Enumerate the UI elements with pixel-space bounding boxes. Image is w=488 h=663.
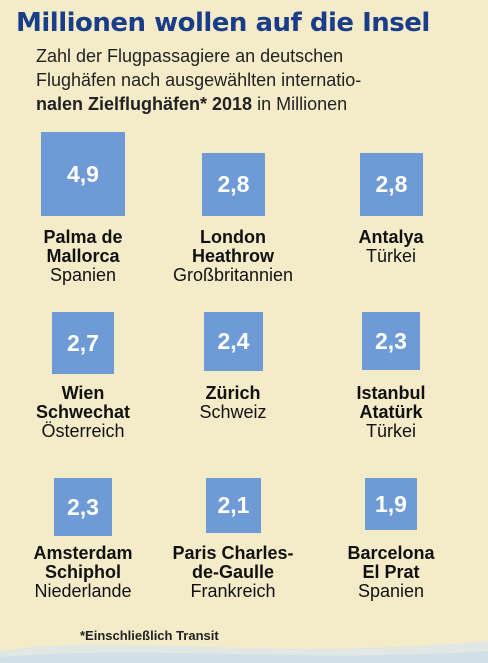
airport-country: Türkei (365, 246, 416, 266)
airport-country: Spanien (49, 265, 117, 285)
chart-subtitle: Zahl der Flugpassagiere an deutschen Flu… (36, 44, 476, 116)
airport-name-line-2: Schwechat (35, 402, 131, 422)
value-box: 2,3 (54, 478, 112, 536)
subtitle-line-1: Zahl der Flugpassagiere an deutschen (36, 46, 344, 66)
airport-name-line-1: Barcelona (347, 543, 435, 563)
airport-name-line-1: Palma de (43, 227, 123, 247)
airport-name-line-1: Paris Charles- (172, 543, 294, 563)
subtitle-line-2: Flughäfen nach ausgewählten internatio- (36, 70, 362, 90)
airport-name-line-1: Zürich (205, 383, 261, 403)
airport-country: Österreich (41, 421, 125, 441)
decorative-wave (0, 641, 488, 663)
airport-label: Paris Charles- de-Gaulle Frankreich (158, 544, 308, 601)
airport-country: Niederlande (34, 581, 132, 601)
airport-country: Schweiz (199, 402, 267, 422)
airport-label: Barcelona El Prat Spanien (316, 544, 466, 601)
airport-label: Istanbul Atatürk Türkei (316, 384, 466, 441)
airport-country: Spanien (357, 581, 425, 601)
airport-name-line-2: de-Gaulle (191, 562, 275, 582)
airport-name-line-1: Amsterdam (33, 543, 133, 563)
airport-label: Antalya Türkei (316, 228, 466, 266)
airport-name-line-2: Atatürk (359, 402, 423, 422)
airport-label: Wien Schwechat Österreich (8, 384, 158, 441)
value-box: 2,3 (362, 312, 420, 370)
subtitle-line-3-rest: in Millionen (252, 94, 348, 114)
value-box: 2,4 (204, 312, 263, 371)
airport-name-line-2: Schiphol (45, 562, 121, 582)
value-box: 2,1 (206, 478, 261, 533)
subtitle-line-3-bold: nalen Zielflughäfen* 2018 (36, 94, 253, 114)
airport-name-line-2: El Prat (362, 562, 420, 582)
airport-name-line-1: London (200, 227, 266, 247)
airport-country: Frankreich (190, 581, 276, 601)
airport-label: London Heathrow Großbritannien (158, 228, 308, 285)
airport-name-line-1: Antalya (358, 227, 424, 247)
value-box: 1,9 (365, 478, 417, 530)
airport-label: Palma de Mallorca Spanien (8, 228, 158, 285)
footnote: *Einschließlich Transit (80, 628, 219, 643)
value-box: 4,9 (41, 132, 125, 216)
airport-name-line-2: Mallorca (46, 246, 120, 266)
airport-name-line-1: Istanbul (356, 383, 426, 403)
value-box: 2,8 (360, 153, 423, 216)
airport-name-line-2: Heathrow (191, 246, 274, 266)
chart-title: Millionen wollen auf die Insel (16, 8, 430, 38)
airport-label: Amsterdam Schiphol Niederlande (8, 544, 158, 601)
value-box: 2,7 (52, 312, 114, 374)
airport-country: Großbritannien (172, 265, 294, 285)
value-box: 2,8 (202, 153, 265, 216)
airport-name-line-1: Wien (61, 383, 105, 403)
airport-country: Türkei (365, 421, 416, 441)
airport-label: Zürich Schweiz (158, 384, 308, 422)
